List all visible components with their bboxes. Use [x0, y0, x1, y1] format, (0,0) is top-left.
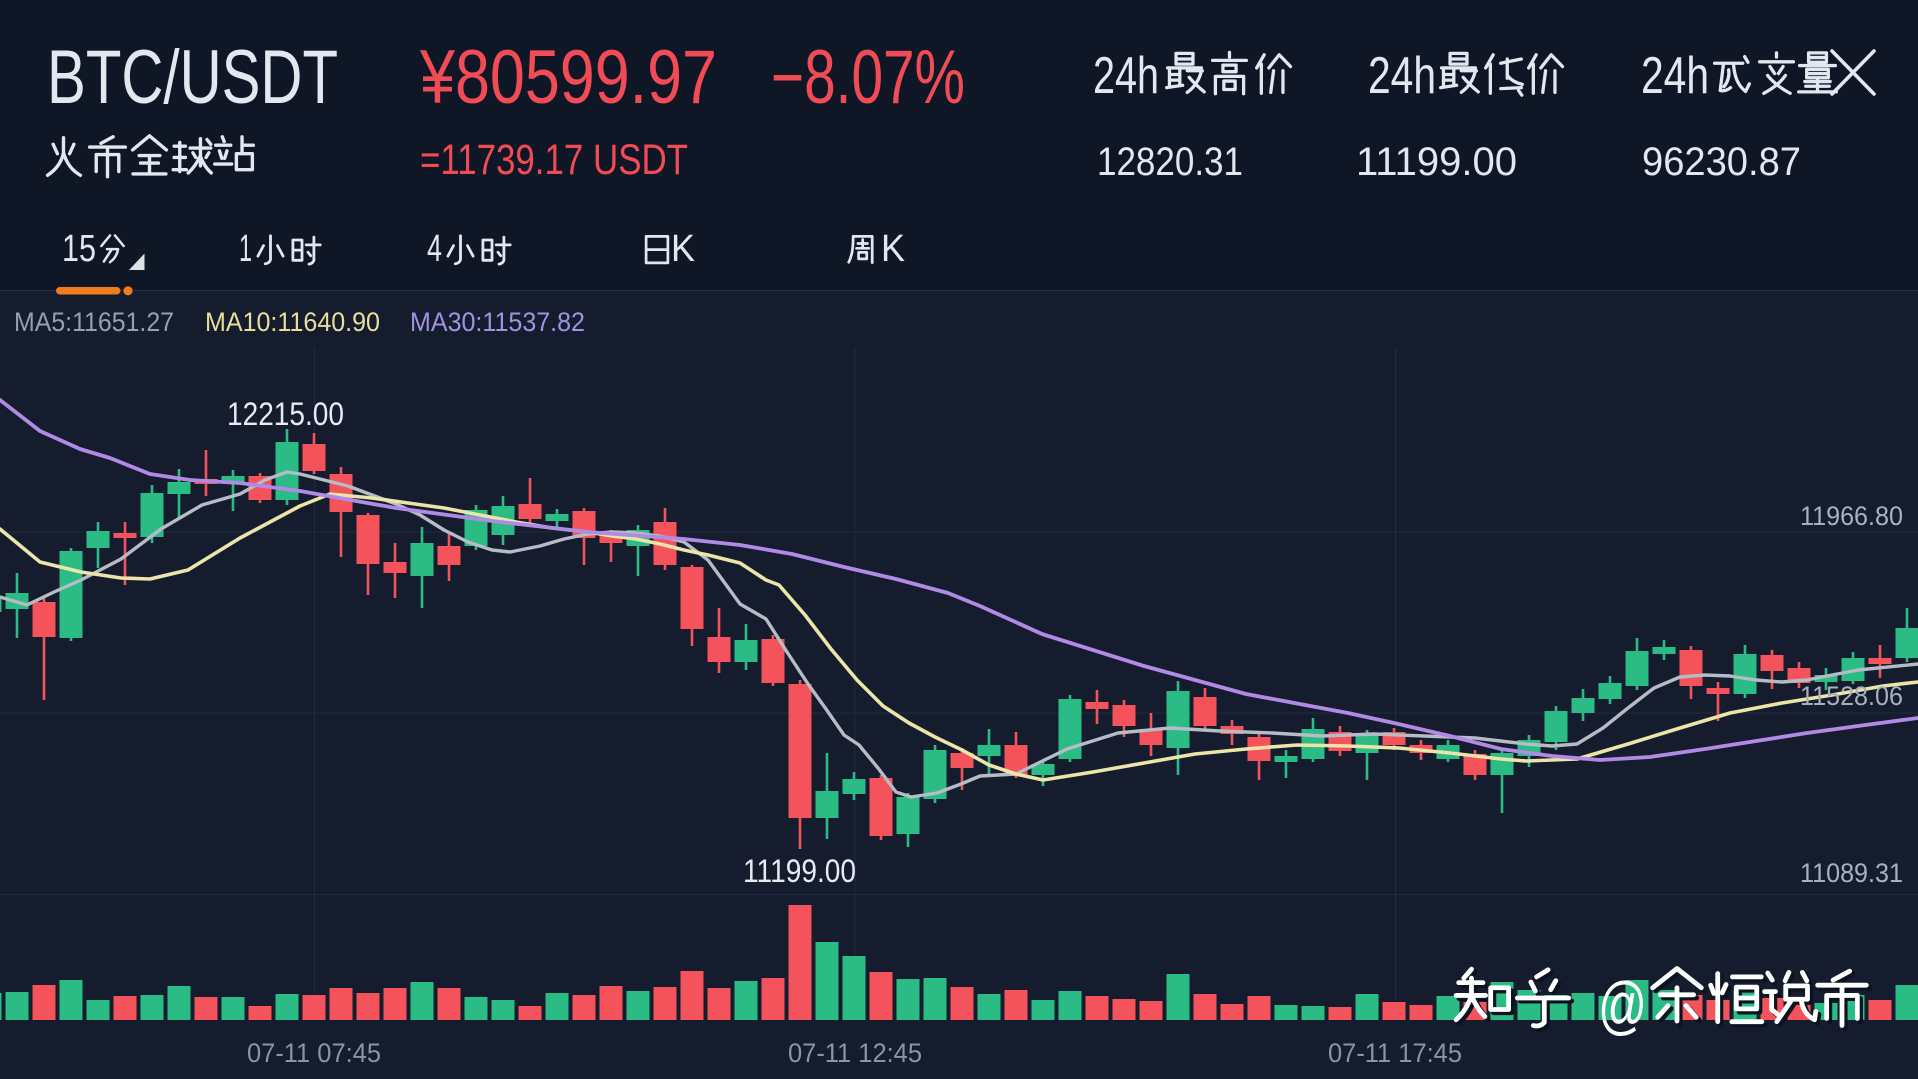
svg-text:1: 1	[239, 228, 252, 270]
svg-text:11199.00: 11199.00	[743, 853, 856, 889]
svg-text:07-11 17:45: 07-11 17:45	[1328, 1038, 1462, 1068]
svg-text:=11739.17 USDT: =11739.17 USDT	[420, 136, 688, 184]
svg-text:24h: 24h	[1641, 47, 1709, 105]
svg-text:12215.00: 12215.00	[227, 396, 344, 432]
svg-text:¥80599.97: ¥80599.97	[419, 35, 717, 120]
svg-text:11528.06: 11528.06	[1800, 681, 1903, 711]
svg-text:MA30:11537.82: MA30:11537.82	[410, 307, 585, 337]
svg-text:11089.31: 11089.31	[1800, 858, 1903, 888]
svg-text:24h: 24h	[1368, 47, 1436, 105]
svg-text:11966.80: 11966.80	[1800, 501, 1903, 531]
svg-text:K: K	[881, 228, 905, 270]
svg-text:15: 15	[62, 228, 96, 270]
svg-text:BTC/USDT: BTC/USDT	[47, 35, 338, 120]
svg-text:24h: 24h	[1093, 47, 1159, 105]
svg-text:07-11 07:45: 07-11 07:45	[247, 1038, 381, 1068]
svg-text:07-11 12:45: 07-11 12:45	[788, 1038, 922, 1068]
svg-text:K: K	[671, 228, 695, 270]
svg-text:11199.00: 11199.00	[1356, 140, 1517, 184]
svg-text:@: @	[1598, 969, 1647, 1041]
svg-text:96230.87: 96230.87	[1642, 140, 1801, 184]
svg-text:4: 4	[427, 228, 442, 270]
svg-text:−8.07%: −8.07%	[771, 35, 965, 120]
svg-text:12820.31: 12820.31	[1097, 140, 1243, 184]
svg-text:MA10:11640.90: MA10:11640.90	[205, 307, 380, 337]
svg-text:MA5:11651.27: MA5:11651.27	[14, 307, 174, 337]
